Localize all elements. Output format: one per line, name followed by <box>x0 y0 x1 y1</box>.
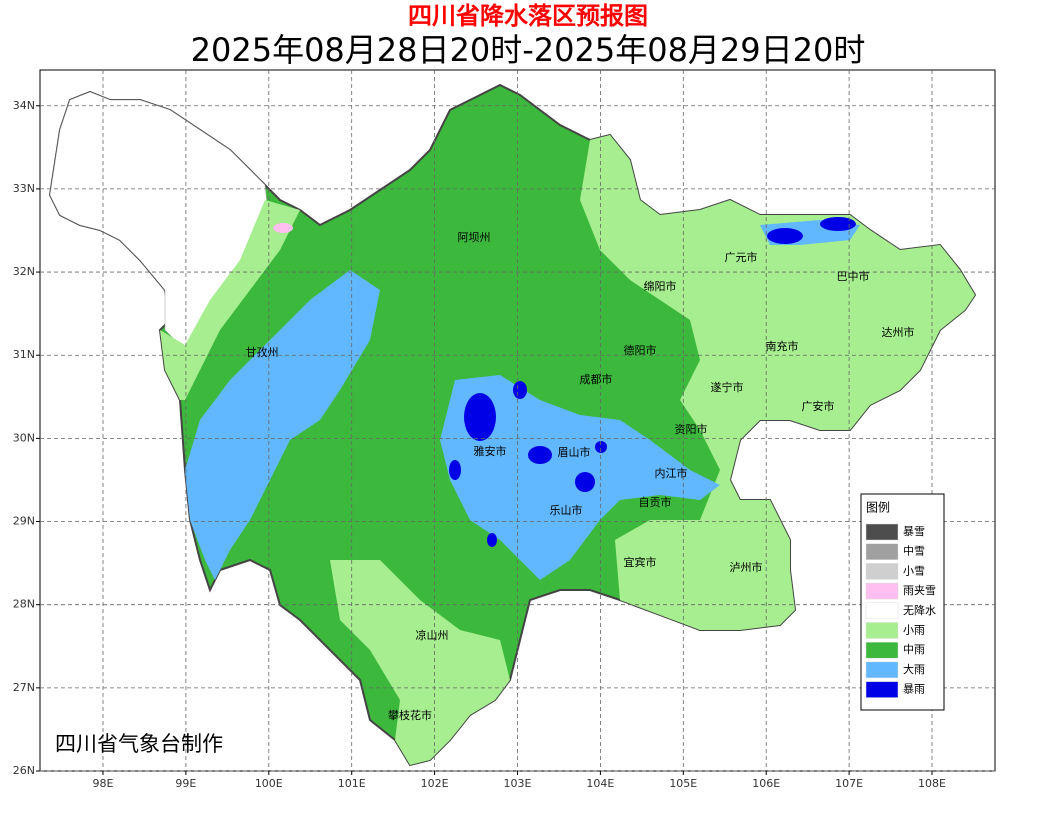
legend-label: 暴雪 <box>903 525 925 538</box>
x-tick-label: 98E <box>93 777 114 790</box>
region-label: 成都市 <box>580 372 613 386</box>
legend-title: 图例 <box>866 501 890 515</box>
y-tick-label: 26N <box>13 764 35 777</box>
region-label: 眉山市 <box>558 445 591 459</box>
rainstorm-area <box>528 446 552 464</box>
credit: 四川省气象台制作 <box>55 732 223 756</box>
x-tick-label: 108E <box>918 777 946 790</box>
light-rain-area <box>580 135 975 630</box>
y-tick-label: 30N <box>13 431 35 444</box>
region-label: 乐山市 <box>550 503 583 517</box>
region-label: 资阳市 <box>675 422 708 436</box>
y-tick-label: 34N <box>13 99 35 112</box>
region-label: 泸州市 <box>730 560 763 574</box>
legend-label: 小雪 <box>903 564 925 577</box>
legend-label: 暴雨 <box>903 683 925 696</box>
rainstorm-area <box>595 441 607 453</box>
x-tick-label: 107E <box>835 777 863 790</box>
y-tick-label: 28N <box>13 598 35 611</box>
rainstorm-area <box>449 460 461 480</box>
legend-label: 中雨 <box>903 643 925 656</box>
legend-swatch <box>865 661 899 679</box>
x-tick-label: 106E <box>752 777 780 790</box>
x-tick-label: 102E <box>421 777 449 790</box>
x-tick-label: 101E <box>338 777 366 790</box>
y-tick-label: 27N <box>13 681 35 694</box>
x-tick-label: 104E <box>586 777 614 790</box>
rainstorm-area <box>487 533 497 547</box>
x-tick-label: 103E <box>504 777 532 790</box>
region-label: 德阳市 <box>624 343 657 357</box>
legend-label: 小雨 <box>903 624 925 637</box>
region-label: 自贡市 <box>639 495 672 509</box>
region-label: 雅安市 <box>474 444 507 458</box>
rainstorm-area <box>464 393 496 441</box>
x-tick-label: 99E <box>175 777 196 790</box>
legend-swatch <box>865 622 899 639</box>
legend-label: 雨夹雪 <box>903 584 936 597</box>
legend-label: 大雨 <box>903 662 925 676</box>
y-tick-label: 29N <box>13 515 35 528</box>
rainstorm-area <box>513 381 527 399</box>
region-label: 南充市 <box>766 339 799 353</box>
title: 四川省降水落区预报图 <box>408 2 648 30</box>
y-tick-label: 33N <box>13 182 35 195</box>
heavy-rain-area <box>185 270 380 580</box>
subtitle: 2025年08月28日20时-2025年08月29日20时 <box>191 31 866 69</box>
region-label: 绵阳市 <box>644 279 677 293</box>
region-label: 达州市 <box>882 325 915 339</box>
region-label: 广安市 <box>802 399 835 413</box>
legend-swatch <box>865 582 899 600</box>
legend-swatch <box>865 523 899 541</box>
legend-swatch <box>865 602 899 620</box>
region-label: 阿坝州 <box>458 230 491 244</box>
sleet-area <box>273 223 293 233</box>
y-tick-label: 32N <box>13 265 35 278</box>
region-label: 巴中市 <box>837 269 870 283</box>
legend-label: 中雪 <box>903 545 925 558</box>
region-label: 凉山州 <box>416 628 449 642</box>
region-label: 遂宁市 <box>711 380 744 394</box>
map-area <box>48 83 977 767</box>
legend-label: 无降水 <box>903 603 936 617</box>
rainstorm-area <box>575 472 595 492</box>
region-label: 内江市 <box>655 466 688 480</box>
legend-swatch <box>865 563 899 580</box>
x-tick-label: 100E <box>255 777 283 790</box>
legend-swatch <box>865 641 899 659</box>
region-label: 宜宾市 <box>624 555 657 569</box>
region-label: 攀枝花市 <box>388 708 432 722</box>
rainstorm-area <box>820 217 856 231</box>
y-tick-label: 31N <box>13 348 35 361</box>
region-labels: 阿坝州 甘孜州 广元市 巴中市 绵阳市 达州市 德阳市 南充市 成都市 遂宁市 … <box>246 230 915 722</box>
legend-swatch <box>865 681 899 698</box>
region-label: 广元市 <box>725 250 758 264</box>
legend-swatch <box>865 543 899 560</box>
light-rain-area <box>330 560 510 765</box>
region-label: 甘孜州 <box>246 345 279 359</box>
light-rain-area <box>160 200 300 400</box>
x-tick-label: 105E <box>669 777 697 790</box>
rainstorm-area <box>767 228 803 244</box>
